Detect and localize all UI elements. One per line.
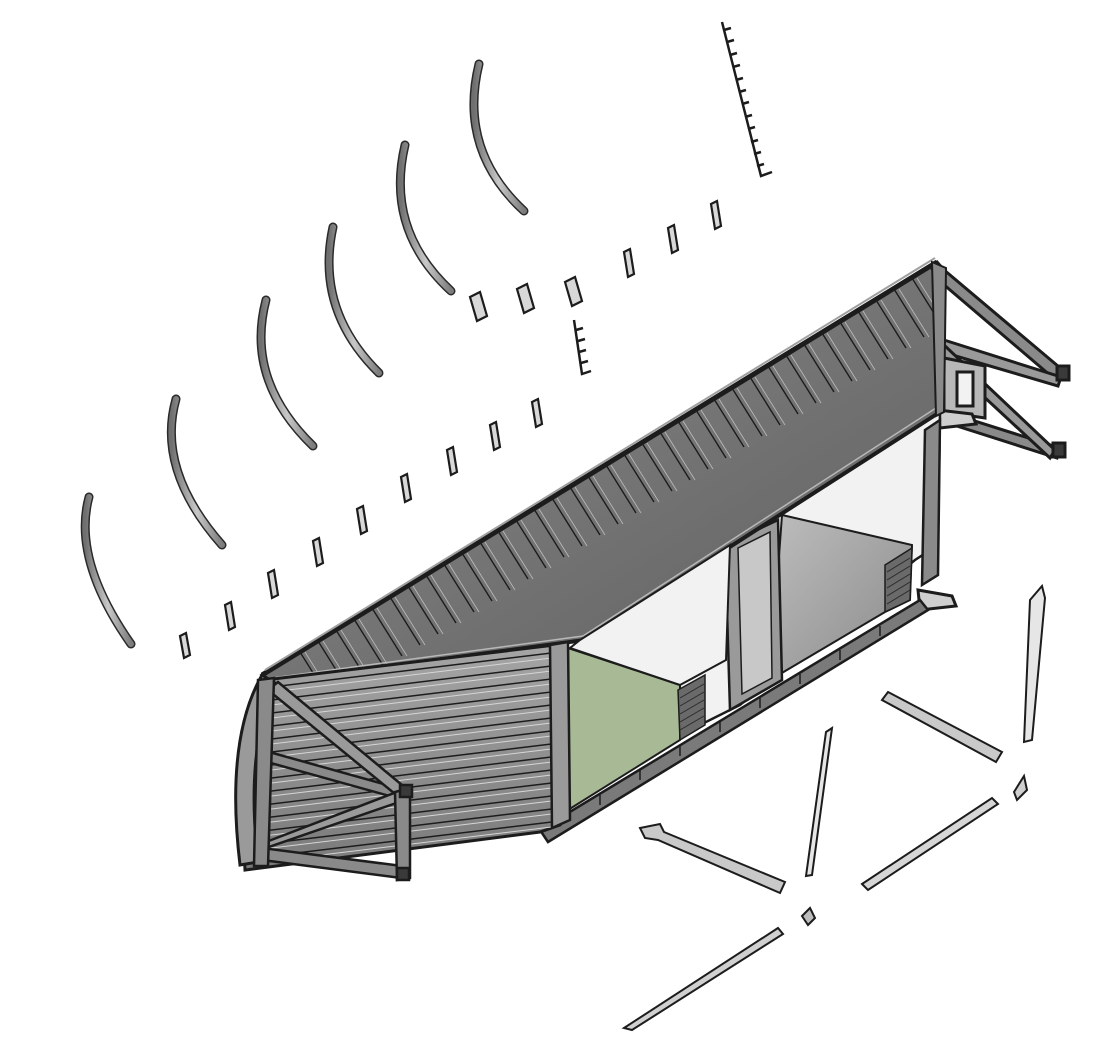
- vertical-post: [804, 725, 834, 878]
- corner-plate: [800, 906, 817, 927]
- bracket-clip: [445, 445, 459, 477]
- front-truss-frame: [252, 676, 414, 882]
- bracket-box: [563, 275, 584, 308]
- bracket-clip: [399, 472, 413, 504]
- end-bracket-beam: [638, 822, 787, 895]
- corner-plate: [1012, 773, 1029, 802]
- curved-rib: [80, 492, 136, 649]
- cross-beam: [880, 690, 1004, 764]
- vertical-post: [1022, 583, 1047, 744]
- curved-rib: [166, 394, 227, 550]
- comb-rail-top: [720, 21, 773, 178]
- long-floor-beam: [860, 796, 1000, 892]
- front-post: [548, 640, 572, 830]
- floor-rail: [538, 598, 930, 844]
- bracket-box: [468, 290, 489, 323]
- bracket-clip: [266, 568, 280, 600]
- curved-rib: [395, 140, 456, 296]
- frame-bolt: [1055, 364, 1071, 382]
- comb-rail-small: [572, 319, 592, 376]
- curved-rib: [469, 59, 529, 216]
- small-brackets-lower-row: [178, 397, 544, 660]
- frame-bolt: [395, 866, 411, 882]
- bracket-clip: [355, 504, 369, 536]
- interior-vent: [884, 546, 913, 614]
- bracket-clip: [223, 600, 237, 632]
- roof-edge-rail: [260, 259, 939, 678]
- bracket-box: [515, 282, 536, 315]
- bracket-clip: [622, 247, 636, 279]
- bracket-clip: [530, 397, 544, 429]
- frame-bolt: [398, 783, 414, 799]
- small-brackets-upper-row: [468, 199, 723, 323]
- rear-pillar: [920, 417, 942, 588]
- curved-ribs: [80, 59, 529, 649]
- bracket-clip: [709, 199, 723, 231]
- long-floor-beam: [621, 926, 785, 1032]
- interior-panel-white: [567, 543, 732, 687]
- bracket-clip: [488, 420, 502, 452]
- bracket-clip: [311, 536, 325, 568]
- curved-rib: [324, 222, 384, 378]
- frame-bolt: [1051, 441, 1067, 459]
- curved-rib: [256, 295, 318, 451]
- trailer-body-assembly: [234, 257, 1071, 882]
- bracket-clip: [666, 223, 680, 255]
- bracket-clip: [178, 631, 192, 660]
- floor-frame-parts: [621, 583, 1047, 1032]
